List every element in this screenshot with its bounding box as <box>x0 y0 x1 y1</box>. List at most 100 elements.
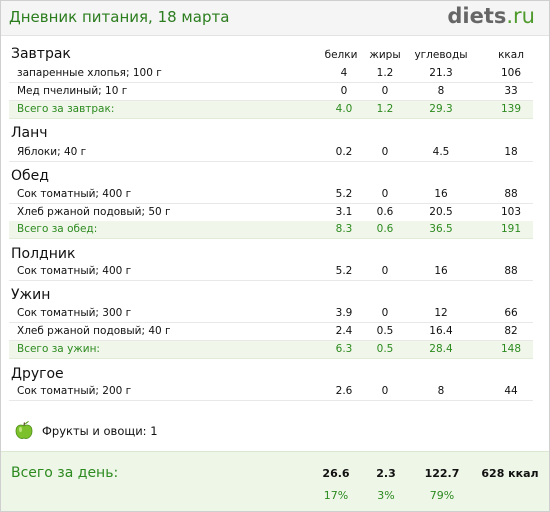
total-carbs: 36.5 <box>429 223 453 235</box>
total-protein: 4.0 <box>335 103 353 115</box>
food-row[interactable]: Сок томатный; 400 г 5.2 0 16 88 <box>9 186 533 204</box>
total-row-breakfast: Всего за завтрак: 4.0 1.2 29.3 139 <box>9 101 533 119</box>
total-protein: 6.3 <box>335 343 353 355</box>
logo-main: diets <box>447 4 507 28</box>
food-name: Хлеб ржаной подовый; 50 г <box>17 206 171 218</box>
total-fat: 0.6 <box>376 223 394 235</box>
header-bar: Дневник питания, 18 марта diets.ru <box>1 1 549 36</box>
food-carbs: 16 <box>434 265 448 277</box>
food-carbs: 8 <box>437 85 445 97</box>
food-fat: 0 <box>381 265 389 277</box>
food-carbs: 12 <box>434 307 448 319</box>
food-protein: 3.1 <box>335 206 353 218</box>
food-name: Хлеб ржаной подовый; 40 г <box>17 325 171 337</box>
food-name: Сок томатный; 400 г <box>17 265 132 277</box>
food-protein: 5.2 <box>335 265 353 277</box>
food-kcal: 88 <box>504 188 518 200</box>
column-header-protein: белки <box>324 49 358 61</box>
food-fat: 0 <box>381 188 389 200</box>
total-carbs: 29.3 <box>429 103 453 115</box>
day-carbs-percent: 79% <box>429 489 455 502</box>
food-row[interactable]: Сок томатный; 300 г 3.9 0 12 66 <box>9 305 533 323</box>
food-kcal: 18 <box>504 146 518 158</box>
food-name: Сок томатный; 200 г <box>17 385 132 397</box>
food-kcal: 33 <box>504 85 518 97</box>
total-label: Всего за обед: <box>17 223 98 235</box>
column-header-carbs: углеводы <box>414 49 468 61</box>
food-kcal: 44 <box>504 385 518 397</box>
day-total-fat: 2.3 <box>376 467 396 480</box>
section-title-other: Другое <box>11 366 64 382</box>
food-fat: 0.5 <box>376 325 394 337</box>
food-kcal: 82 <box>504 325 518 337</box>
food-fat: 0 <box>381 85 389 97</box>
food-fat: 0 <box>381 385 389 397</box>
day-total-carbs: 122.7 <box>424 467 460 480</box>
column-header-kcal: ккал <box>498 49 524 61</box>
food-protein: 0 <box>340 85 348 97</box>
section-title-lunch: Ланч <box>11 125 48 141</box>
food-kcal: 66 <box>504 307 518 319</box>
logo-ru: .ru <box>506 4 535 28</box>
total-kcal: 191 <box>500 223 522 235</box>
total-fat: 1.2 <box>376 103 394 115</box>
total-row-supper: Всего за ужин: 6.3 0.5 28.4 148 <box>9 341 533 359</box>
day-total-protein: 26.6 <box>322 467 350 480</box>
food-protein: 2.6 <box>335 385 353 397</box>
total-kcal: 139 <box>500 103 522 115</box>
fruits-count: 1 <box>150 424 158 438</box>
food-row[interactable]: Яблоки; 40 г 0.2 0 4.5 18 <box>9 144 533 162</box>
food-protein: 0.2 <box>335 146 353 158</box>
food-row[interactable]: Мед пчелиный; 10 г 0 0 8 33 <box>9 83 533 101</box>
food-name: запаренные хлопья; 100 г <box>17 67 162 79</box>
column-header-fat: жиры <box>369 49 401 61</box>
page-title: Дневник питания, 18 марта <box>9 8 230 26</box>
food-name: Яблоки; 40 г <box>17 146 87 158</box>
apple-icon <box>15 421 33 439</box>
section-title-snack: Полдник <box>11 246 76 262</box>
site-logo[interactable]: diets.ru <box>447 4 535 28</box>
section-title-breakfast: Завтрак <box>11 46 71 62</box>
total-row-dinner: Всего за обед: 8.3 0.6 36.5 191 <box>9 221 533 239</box>
food-carbs: 21.3 <box>429 67 453 79</box>
food-name: Сок томатный; 400 г <box>17 188 132 200</box>
food-fat: 1.2 <box>376 67 394 79</box>
food-fat: 0 <box>381 307 389 319</box>
total-protein: 8.3 <box>335 223 353 235</box>
food-kcal: 88 <box>504 265 518 277</box>
food-carbs: 20.5 <box>429 206 453 218</box>
food-row[interactable]: Хлеб ржаной подовый; 40 г 2.4 0.5 16.4 8… <box>9 323 533 341</box>
food-fat: 0 <box>381 146 389 158</box>
fruits-vegetables: Фрукты и овощи: 1 <box>42 424 158 438</box>
food-protein: 5.2 <box>335 188 353 200</box>
food-kcal: 103 <box>500 206 522 218</box>
food-row[interactable]: Сок томатный; 200 г 2.6 0 8 44 <box>9 383 533 401</box>
food-fat: 0.6 <box>376 206 394 218</box>
food-name: Мед пчелиный; 10 г <box>17 85 128 97</box>
total-kcal: 148 <box>500 343 522 355</box>
day-total-kcal: 628 ккал <box>481 467 539 480</box>
section-title-supper: Ужин <box>11 287 51 303</box>
food-protein: 3.9 <box>335 307 353 319</box>
day-total-panel: Всего за день: 26.6 2.3 122.7 628 ккал 1… <box>1 451 549 511</box>
total-fat: 0.5 <box>376 343 394 355</box>
food-carbs: 16.4 <box>429 325 453 337</box>
section-title-dinner: Обед <box>11 168 49 184</box>
food-carbs: 8 <box>437 385 445 397</box>
total-label: Всего за ужин: <box>17 343 100 355</box>
total-carbs: 28.4 <box>429 343 453 355</box>
food-row[interactable]: запаренные хлопья; 100 г 4 1.2 21.3 106 <box>9 65 533 83</box>
food-row[interactable]: Хлеб ржаной подовый; 50 г 3.1 0.6 20.5 1… <box>9 204 533 222</box>
day-total-label: Всего за день: <box>11 465 119 481</box>
food-protein: 4 <box>340 67 348 79</box>
food-row[interactable]: Сок томатный; 400 г 5.2 0 16 88 <box>9 263 533 281</box>
food-kcal: 106 <box>500 67 522 79</box>
fruits-label: Фрукты и овощи: <box>42 424 147 438</box>
food-name: Сок томатный; 300 г <box>17 307 132 319</box>
food-carbs: 4.5 <box>432 146 450 158</box>
food-carbs: 16 <box>434 188 448 200</box>
total-label: Всего за завтрак: <box>17 103 115 115</box>
day-protein-percent: 17% <box>323 489 349 502</box>
food-protein: 2.4 <box>335 325 353 337</box>
